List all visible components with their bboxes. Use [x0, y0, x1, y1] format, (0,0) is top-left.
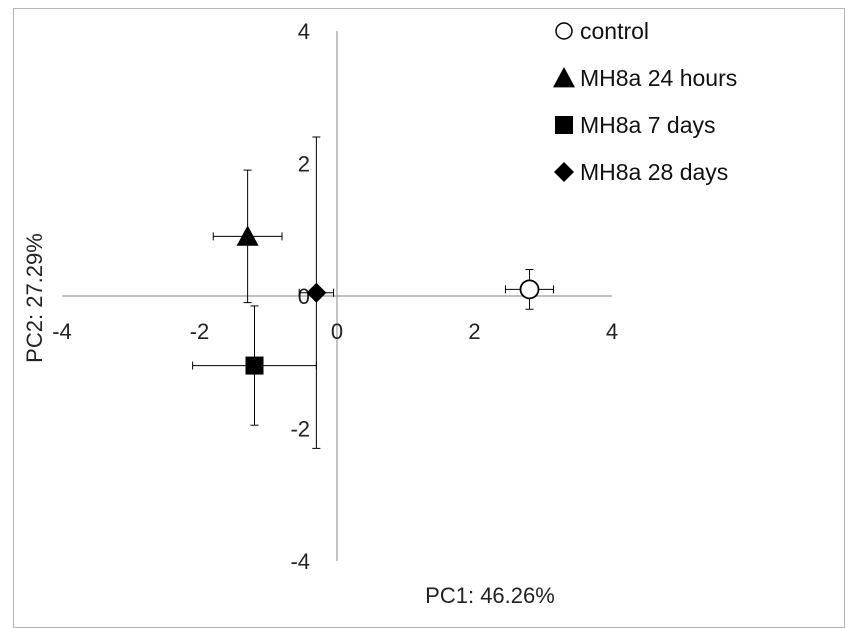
- x-tick-labels: -4 -2 0 2 4: [52, 319, 618, 344]
- axes: [62, 31, 612, 561]
- y-tick-label: -2: [290, 417, 310, 442]
- x-tick-label: -4: [52, 319, 72, 344]
- y-tick-label: 4: [298, 19, 310, 44]
- scatter-chart: -4 -2 0 2 4 4 2 0 -2 -4 control MH8a 24 hours MH8a…: [22, 18, 737, 608]
- error-bars: [192, 136, 555, 449]
- y-tick-labels: 4 2 0 -2 -4: [290, 19, 310, 574]
- x-tick-label: 2: [468, 319, 480, 344]
- y-tick-label: -4: [290, 549, 310, 574]
- point-mh8a-7-days: [245, 356, 264, 375]
- legend-label: MH8a 28 days: [580, 159, 728, 185]
- x-tick-label: -2: [190, 319, 210, 344]
- y-tick-label: 0: [298, 284, 310, 309]
- x-axis-title: PC1: 46.26%: [425, 583, 555, 608]
- legend-marker-mh8a-7-days: [555, 116, 573, 134]
- legend: control MH8a 24 hours MH8a 7 days MH8a 28 d…: [553, 18, 737, 185]
- y-axis-title: PC2: 27.29%: [22, 233, 47, 363]
- legend-marker-mh8a-24-hours: [553, 67, 575, 88]
- legend-label: control: [580, 18, 649, 44]
- point-mh8a-24-hours: [236, 225, 259, 246]
- point-control: [519, 279, 540, 300]
- legend-marker-mh8a-28-days: [554, 162, 574, 182]
- point-mh8a-28-days: [306, 282, 327, 303]
- chart-frame: [13, 8, 845, 628]
- y-tick-label: 2: [298, 152, 310, 177]
- x-tick-label: 0: [331, 319, 343, 344]
- data-points: [236, 225, 540, 375]
- legend-label: MH8a 24 hours: [580, 65, 737, 91]
- x-tick-label: 4: [606, 319, 618, 344]
- legend-label: MH8a 7 days: [580, 112, 716, 138]
- legend-marker-control: [555, 22, 573, 40]
